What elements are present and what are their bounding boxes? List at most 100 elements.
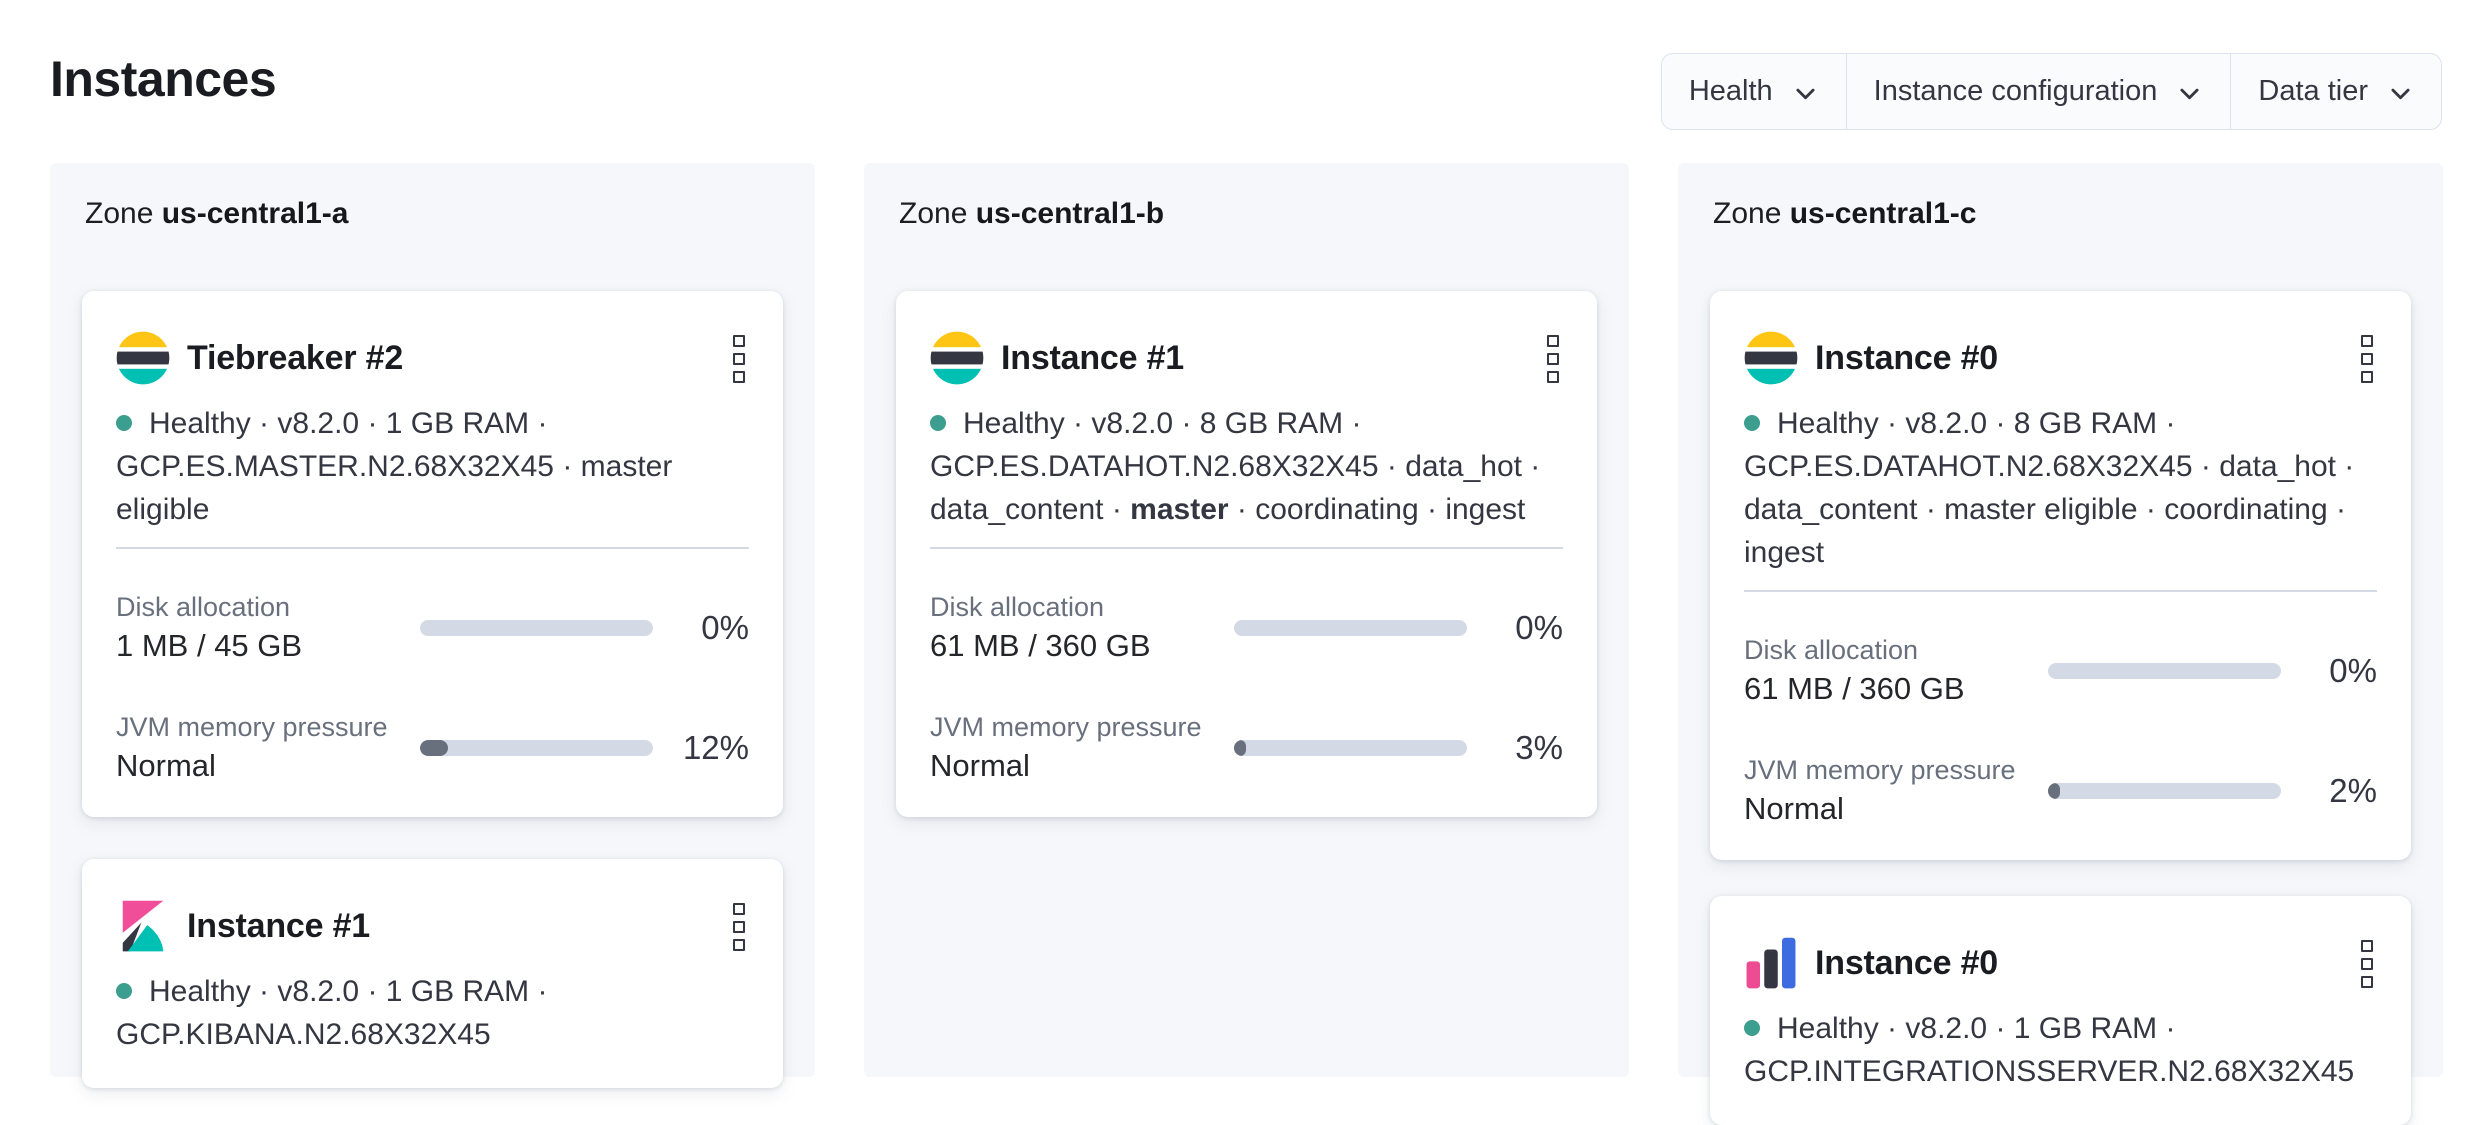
chevron-down-icon <box>1796 88 1815 99</box>
status-line: GCP.ES.MASTER.N2.68X32X45 · master eligi… <box>116 450 673 526</box>
card-status: Healthy · v8.2.0 · 8 GB RAM · GCP.ES.DAT… <box>930 402 1563 531</box>
metric-value: Normal <box>116 748 216 783</box>
zone-name: us-central1-a <box>161 197 349 230</box>
boxes-vertical-icon <box>733 335 745 347</box>
elasticsearch-logo-icon <box>930 331 984 385</box>
elasticsearch-logo-icon <box>116 331 170 385</box>
card-title: Instance #0 <box>1815 943 1999 982</box>
metric-row-jvm-memory-pressure: JVM memory pressure Normal 12% <box>116 711 749 785</box>
metric-percent: 2% <box>2329 772 2377 809</box>
metric-value: 61 MB / 360 GB <box>930 628 1151 663</box>
health-dot-icon <box>1744 415 1760 431</box>
zones-row: Zone us-central1-a Tiebreaker #2 Healt <box>0 163 2490 1125</box>
card-header: Instance #0 <box>1744 329 2377 387</box>
elasticsearch-logo-icon <box>1744 331 1798 385</box>
metric-value: Normal <box>1744 791 1844 826</box>
card-menu-button[interactable] <box>2357 936 2377 992</box>
instance-card: Tiebreaker #2 Healthy · v8.2.0 · 1 GB RA… <box>82 291 783 817</box>
metric-row-disk-allocation: Disk allocation 61 MB / 360 GB 0% <box>930 591 1563 665</box>
filter-button-data-tier[interactable]: Data tier <box>2230 54 2441 129</box>
metric-percent: 0% <box>701 609 749 646</box>
card-title: Instance #1 <box>187 906 371 945</box>
divider <box>116 547 749 549</box>
filter-label-health: Health <box>1688 75 1773 107</box>
zone-label: Zone us-central1-b <box>899 195 1597 233</box>
filter-button-instance-configuration[interactable]: Instance configuration <box>1845 54 2231 129</box>
metric-label: JVM memory pressure <box>930 712 1202 742</box>
zone-panel-us-central1-a: Zone us-central1-a Tiebreaker #2 Healt <box>50 163 815 1088</box>
status-line: GCP.KIBANA.N2.68X32X45 <box>116 1018 491 1051</box>
chevron-down-icon <box>2180 88 2199 99</box>
instance-card: Instance #1 Healthy · v8.2.0 · 1 GB RAM … <box>82 859 783 1088</box>
metric-row-jvm-memory-pressure: JVM memory pressure Normal 3% <box>930 711 1563 785</box>
status-line: Healthy · v8.2.0 · 8 GB RAM · <box>1744 402 2377 445</box>
status-line: Healthy · v8.2.0 · 1 GB RAM · <box>116 402 749 445</box>
card-menu-button[interactable] <box>729 899 749 955</box>
metric-label: JVM memory pressure <box>1744 755 2016 785</box>
filter-label-instance-configuration: Instance configuration <box>1873 75 2158 107</box>
metric-row-jvm-memory-pressure: JVM memory pressure Normal 2% <box>1744 754 2377 828</box>
metric-value: Normal <box>930 748 1030 783</box>
top-bar: Instances Health Instance configuration … <box>0 0 2490 163</box>
metric-label: Disk allocation <box>930 592 1105 622</box>
progress-bar <box>420 740 653 756</box>
zone-label-prefix: Zone <box>1713 197 1782 230</box>
filter-button-health[interactable]: Health <box>1662 54 1846 129</box>
page-title: Instances <box>50 51 277 107</box>
card-menu-button[interactable] <box>729 331 749 387</box>
integrations-server-logo-icon <box>1746 937 1796 989</box>
card-menu-button[interactable] <box>2357 331 2377 387</box>
zone-label-prefix: Zone <box>85 197 154 230</box>
status-line: Healthy · v8.2.0 · 8 GB RAM · <box>930 402 1563 445</box>
metric-row-disk-allocation: Disk allocation 61 MB / 360 GB 0% <box>1744 634 2377 708</box>
boxes-vertical-icon <box>733 903 745 915</box>
progress-bar-fill <box>420 740 448 756</box>
metric-label: Disk allocation <box>116 592 291 622</box>
status-line: data_content · master eligible · coordin… <box>1744 493 2346 569</box>
kibana-logo-icon <box>122 900 164 952</box>
zone-label-prefix: Zone <box>899 197 968 230</box>
health-dot-icon <box>116 983 132 999</box>
card-status: Healthy · v8.2.0 · 1 GB RAM · GCP.ES.MAS… <box>116 402 749 531</box>
status-line: GCP.ES.DATAHOT.N2.68X32X45 · data_hot · <box>1744 450 2355 483</box>
card-title: Instance #1 <box>1001 338 1185 377</box>
metric-percent: 0% <box>1515 609 1563 646</box>
metric-percent: 12% <box>682 729 749 766</box>
metric-percent: 3% <box>1515 729 1563 766</box>
status-line: data_content · master · coordinating · i… <box>930 493 1526 526</box>
metric-value: 1 MB / 45 GB <box>116 628 303 663</box>
progress-bar <box>2048 783 2281 799</box>
divider <box>930 547 1563 549</box>
card-metrics: Disk allocation 1 MB / 45 GB 0% JVM memo… <box>116 591 749 785</box>
metric-row-disk-allocation: Disk allocation 1 MB / 45 GB 0% <box>116 591 749 665</box>
metric-label: Disk allocation <box>1744 635 1919 665</box>
progress-bar <box>420 620 653 636</box>
divider <box>1744 590 2377 592</box>
boxes-vertical-icon <box>2361 335 2373 347</box>
metric-percent: 0% <box>2329 652 2377 689</box>
progress-bar <box>2048 663 2281 679</box>
card-status: Healthy · v8.2.0 · 1 GB RAM · GCP.KIBANA… <box>116 970 749 1056</box>
health-dot-icon <box>116 415 132 431</box>
card-menu-button[interactable] <box>1543 331 1563 387</box>
card-header: Instance #1 <box>930 329 1563 387</box>
boxes-vertical-icon <box>1547 335 1559 347</box>
progress-bar <box>1234 740 1467 756</box>
card-title: Tiebreaker #2 <box>187 338 404 377</box>
zone-label: Zone us-central1-a <box>85 195 783 233</box>
card-header: Instance #0 <box>1744 934 2377 992</box>
filter-label-data-tier: Data tier <box>2258 75 2368 107</box>
status-line: GCP.ES.DATAHOT.N2.68X32X45 · data_hot · <box>930 450 1541 483</box>
status-line: Healthy · v8.2.0 · 1 GB RAM · <box>1744 1007 2377 1050</box>
boxes-vertical-icon <box>2361 940 2373 952</box>
status-line: GCP.INTEGRATIONSSERVER.N2.68X32X45 <box>1744 1055 2355 1088</box>
card-title: Instance #0 <box>1815 338 1999 377</box>
instance-card: Instance #0 Healthy · v8.2.0 · 1 GB RAM … <box>1710 896 2411 1125</box>
card-header: Instance #1 <box>116 897 749 955</box>
card-header: Tiebreaker #2 <box>116 329 749 387</box>
card-status: Healthy · v8.2.0 · 1 GB RAM · GCP.INTEGR… <box>1744 1007 2377 1093</box>
card-metrics: Disk allocation 61 MB / 360 GB 0% JVM me… <box>930 591 1563 785</box>
progress-bar <box>1234 620 1467 636</box>
card-status: Healthy · v8.2.0 · 8 GB RAM · GCP.ES.DAT… <box>1744 402 2377 574</box>
instance-card: Instance #1 Healthy · v8.2.0 · 8 GB RAM … <box>896 291 1597 817</box>
